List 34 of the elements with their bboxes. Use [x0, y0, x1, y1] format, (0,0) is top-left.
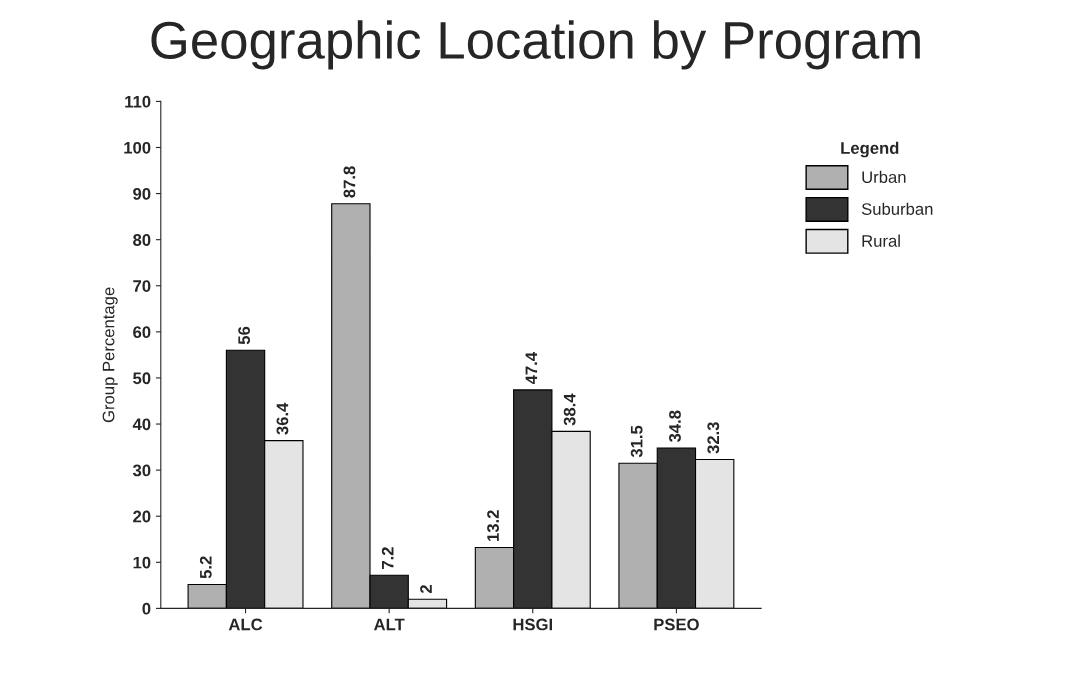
y-tick-label: 60 — [133, 326, 151, 339]
legend-label: Urban — [862, 170, 906, 184]
y-tick-label: 110 — [125, 95, 151, 108]
data-label: 5.2 — [199, 556, 212, 579]
data-label: 13.2 — [487, 510, 499, 541]
data-label: 2 — [420, 585, 432, 594]
x-tick-label: ALC — [228, 618, 263, 631]
data-label: 47.4 — [525, 352, 538, 385]
x-tick-label: ALT — [373, 618, 405, 631]
y-tick-label: 20 — [133, 510, 151, 523]
y-tick-label: 0 — [142, 602, 151, 615]
y-tick-label: 70 — [133, 280, 151, 292]
chart-title: Geographic Location by Program — [151, 20, 920, 70]
y-tick-label: 30 — [132, 464, 151, 477]
data-label: 34.8 — [669, 410, 681, 443]
legend-label: Rural — [862, 234, 900, 247]
x-tick-label: HSGI — [513, 618, 553, 631]
x-tick-label: PSEO — [654, 618, 699, 631]
data-label: 56 — [238, 326, 251, 345]
y-tick-label: 40 — [132, 418, 151, 431]
y-tick-label: 100 — [124, 141, 151, 154]
data-label: 36.4 — [276, 402, 289, 435]
legend-label: Suburban — [861, 202, 933, 215]
data-label: 31.5 — [630, 425, 643, 458]
data-label: 7.2 — [381, 547, 394, 569]
data-label: 32.3 — [707, 422, 720, 454]
y-axis-title: Group Percentage — [102, 287, 118, 423]
y-tick-label: 50 — [133, 372, 151, 385]
data-label: 38.4 — [563, 393, 576, 426]
y-tick-label: 90 — [133, 187, 151, 200]
y-tick-label: 80 — [133, 234, 151, 246]
legend-title: Legend — [841, 141, 899, 158]
y-tick-label: 10 — [133, 556, 151, 569]
data-label: 87.8 — [343, 166, 356, 198]
